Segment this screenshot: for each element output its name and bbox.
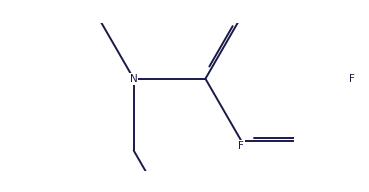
Text: F: F bbox=[349, 74, 355, 84]
Text: F: F bbox=[238, 141, 244, 151]
Text: N: N bbox=[130, 74, 138, 84]
